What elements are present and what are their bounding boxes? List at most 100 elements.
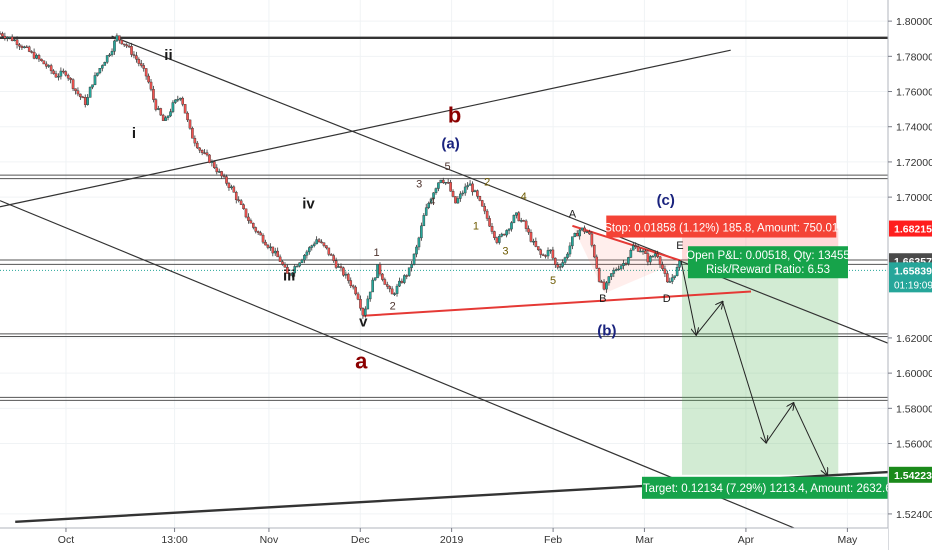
candle-body — [519, 220, 523, 222]
candle-body — [320, 241, 323, 244]
candle-body — [666, 273, 669, 283]
candle-body — [225, 176, 228, 184]
candle-body — [152, 89, 155, 100]
candle-body — [49, 65, 53, 72]
candle-body — [627, 257, 630, 264]
candle-body — [383, 279, 387, 285]
candle-body — [476, 190, 479, 197]
candle-body — [512, 215, 516, 223]
candle-body — [536, 246, 540, 250]
candle-body — [653, 253, 657, 257]
candle-body — [6, 37, 9, 39]
candle-body — [424, 207, 428, 216]
candle-body — [454, 196, 457, 204]
last-price-badge — [889, 262, 932, 293]
candle-body — [315, 239, 318, 245]
candle-body — [607, 276, 611, 284]
candle-body — [670, 277, 674, 282]
candle-body — [234, 192, 238, 201]
wave-label: 1 — [373, 247, 379, 259]
candle-body — [573, 233, 577, 237]
time-tick-label: May — [837, 534, 858, 546]
candle-body — [52, 70, 55, 74]
candle-body — [220, 171, 223, 177]
candle-body — [237, 199, 240, 202]
candle-body — [157, 108, 160, 110]
candle-body — [23, 46, 26, 49]
candle-body — [500, 233, 504, 237]
time-axis[interactable]: Oct 13:00 Nov Dec 2019 Feb Mar Apr May — [0, 527, 888, 550]
candle-body — [473, 190, 477, 193]
wave-label: b — [448, 102, 461, 127]
candle-body — [69, 77, 72, 80]
candle-body — [451, 191, 455, 197]
candle-body — [356, 293, 360, 300]
candle-body — [578, 229, 581, 237]
candle-body — [79, 93, 82, 98]
stop-info-box — [606, 215, 837, 238]
candle-body — [252, 222, 255, 228]
price-axis[interactable]: 1.80000 1.78000 1.76000 1.74000 1.72000 1.700… — [887, 0, 932, 550]
take-profit-zone — [681, 261, 839, 475]
candle-body — [281, 261, 284, 265]
candle-body — [568, 245, 572, 255]
candle-body — [57, 75, 60, 78]
candle-body — [593, 244, 596, 258]
wave-label: i — [132, 125, 136, 142]
candle-body — [385, 284, 389, 287]
candle-body — [32, 51, 36, 59]
wave-label: 5 — [444, 161, 450, 173]
candle-body — [18, 44, 21, 47]
candle-body — [144, 68, 148, 77]
candle-body — [639, 250, 642, 253]
candle-body — [135, 55, 138, 60]
time-axis-background — [0, 528, 888, 550]
time-tick-label: Oct — [58, 534, 74, 546]
candle-body — [600, 281, 603, 283]
wave-label: 1 — [473, 221, 479, 233]
wave-label: 3 — [416, 178, 422, 190]
candle-body — [125, 44, 128, 47]
candle-body — [227, 183, 231, 188]
projection-path[interactable] — [680, 260, 827, 475]
candle-body — [312, 243, 316, 246]
wave-label: (c) — [657, 192, 675, 209]
candle-body — [91, 84, 94, 88]
wave-label: 2 — [484, 177, 490, 189]
candle-body — [44, 63, 48, 67]
candle-body — [249, 220, 253, 224]
candle-body — [108, 54, 111, 57]
candle-body — [283, 264, 287, 268]
candle-body — [522, 220, 525, 222]
projection-arrow — [680, 260, 696, 335]
candle-body — [20, 46, 24, 49]
candle-body — [644, 250, 647, 254]
candle-body — [295, 265, 299, 268]
candle-body — [651, 255, 655, 258]
candle-body — [668, 281, 672, 283]
candle-body — [432, 192, 435, 200]
wave-label: 2 — [390, 300, 396, 312]
candle-body — [139, 63, 143, 66]
candle-body — [563, 257, 567, 263]
candle-body — [8, 36, 12, 39]
candle-body — [130, 46, 133, 55]
time-tick-label: Mar — [635, 534, 654, 546]
price-badge — [889, 466, 932, 483]
risk-reward-text: Risk/Reward Ratio: 6.53 — [706, 264, 830, 276]
candle-body — [142, 65, 146, 69]
candle-body — [103, 62, 107, 66]
wave-label: iii — [283, 268, 296, 285]
candle-body — [37, 55, 41, 60]
candle-body — [364, 308, 367, 316]
candle-body — [510, 222, 513, 230]
candle-body — [515, 212, 518, 216]
time-tick-label: 2019 — [440, 534, 464, 546]
candle-body — [393, 293, 396, 295]
candle-body — [415, 246, 418, 255]
wave-label: 5 — [550, 275, 556, 287]
candle-body — [381, 273, 384, 280]
candle-body — [178, 97, 182, 100]
candle-body — [488, 218, 491, 227]
